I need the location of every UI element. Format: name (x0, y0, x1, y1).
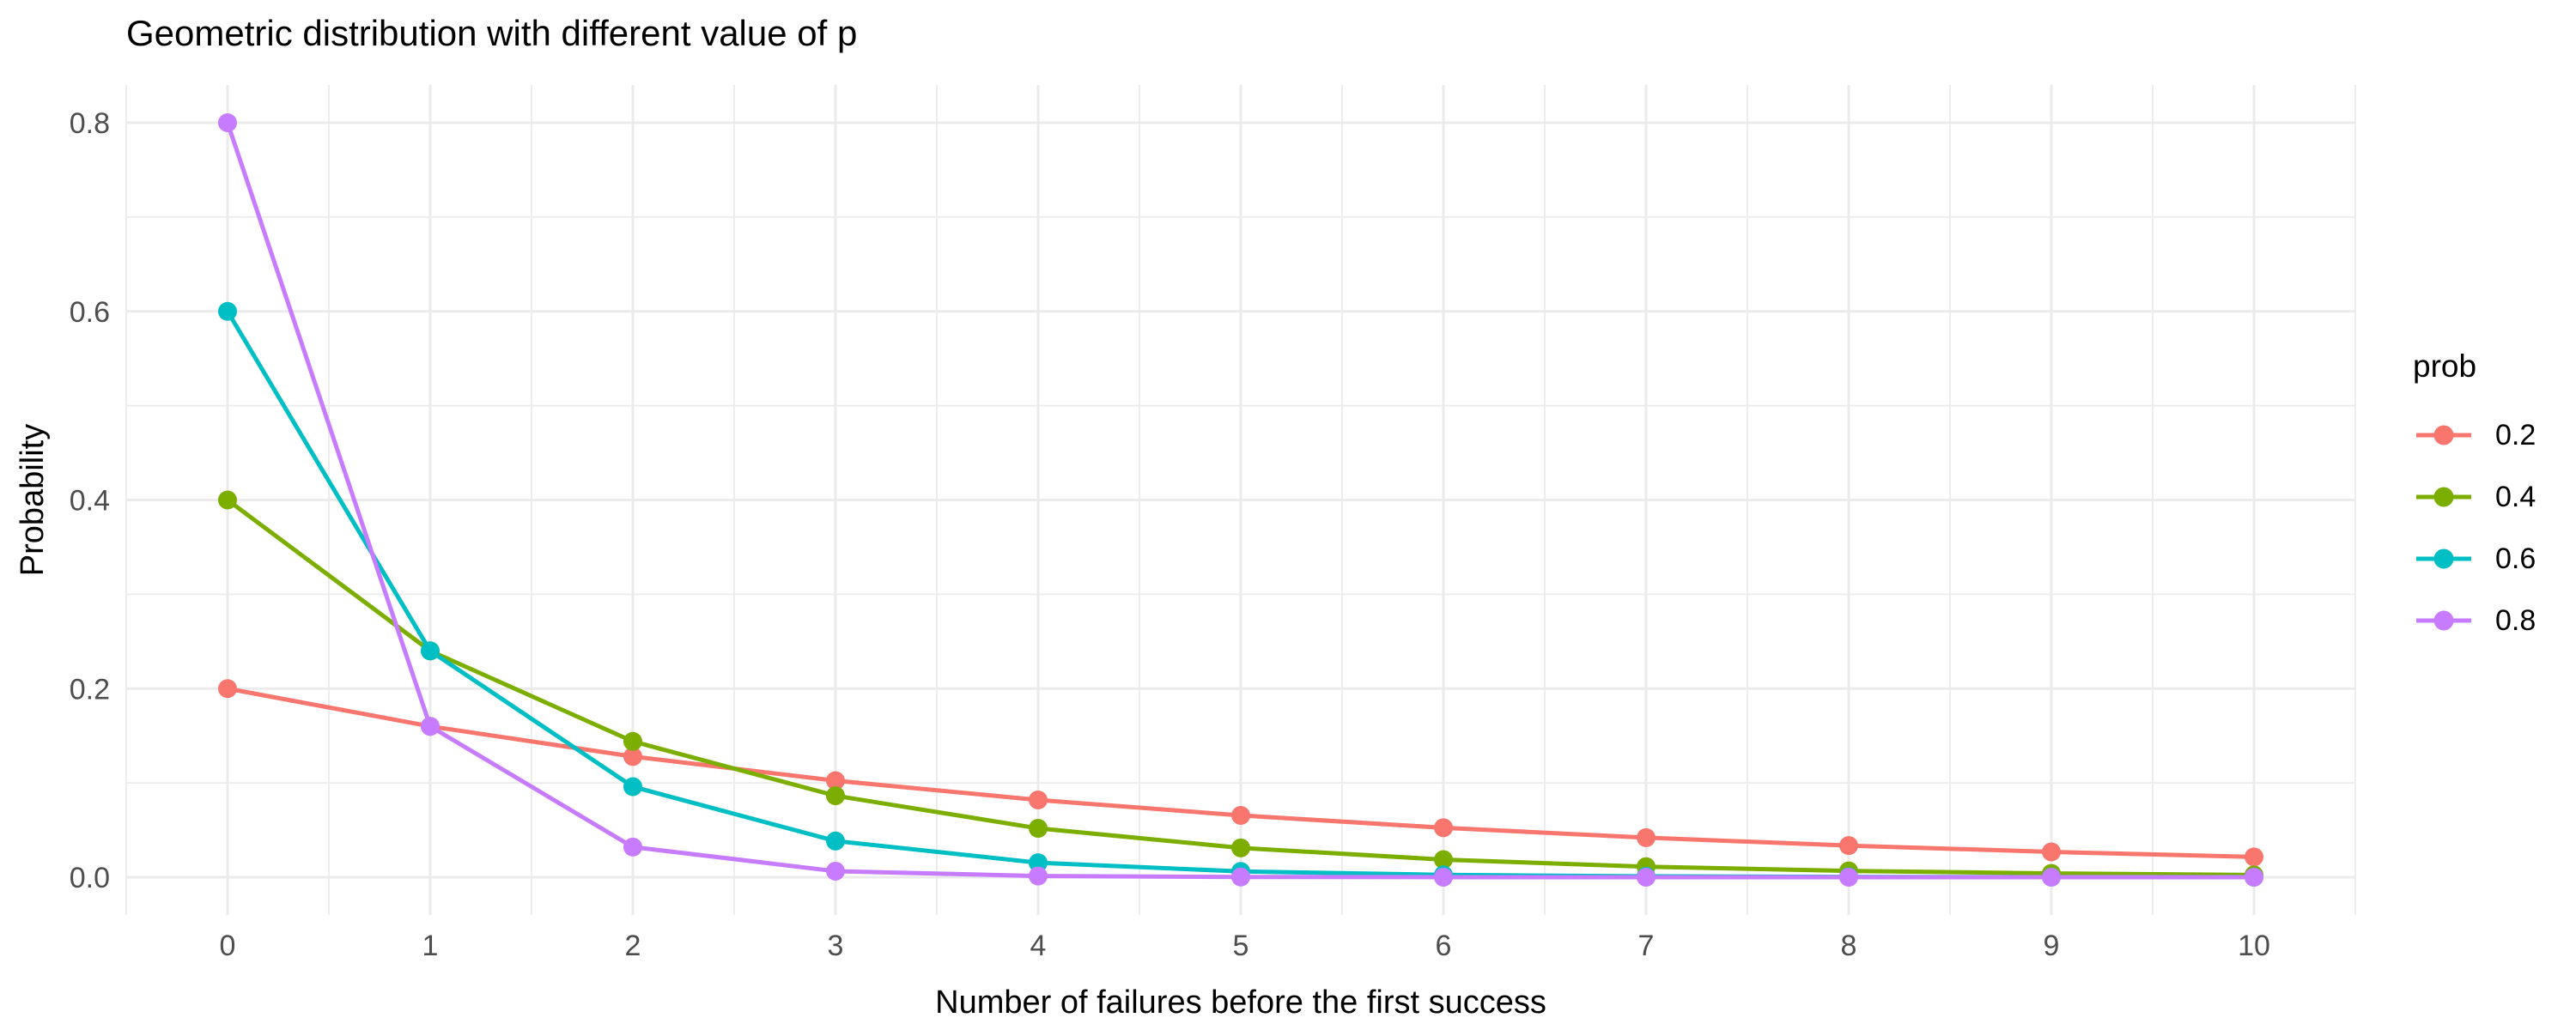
legend-entry: 0.4 (2413, 466, 2536, 528)
data-point-0.2 (1231, 805, 1250, 825)
x-tick-label: 4 (1030, 930, 1047, 962)
legend-key-icon (2416, 548, 2471, 569)
data-point-0.6 (623, 777, 642, 797)
y-tick-label: 0.0 (70, 862, 110, 894)
legend: prob 0.2 0.4 0.6 (2413, 349, 2536, 651)
data-point-0.8 (218, 113, 237, 132)
x-tick-label: 2 (625, 930, 641, 962)
legend-key-icon (2416, 610, 2471, 631)
data-point-0.6 (1029, 853, 1048, 873)
chart-title: Geometric distribution with different va… (126, 13, 858, 53)
legend-title: prob (2413, 348, 2477, 384)
data-point-0.2 (1839, 836, 1858, 856)
x-tick-label: 1 (422, 930, 439, 962)
data-point-0.2 (218, 679, 237, 699)
x-tick-label: 9 (2044, 930, 2060, 962)
y-tick-label: 0.4 (70, 485, 110, 518)
legend-entries: 0.2 0.4 0.6 0. (2413, 404, 2536, 651)
x-tick-label: 10 (2238, 930, 2270, 962)
data-point-0.4 (826, 786, 845, 806)
data-point-0.2 (1029, 790, 1048, 809)
data-point-0.4 (218, 490, 237, 510)
y-axis-title: Probability (15, 424, 51, 576)
data-point-0.2 (2245, 847, 2263, 867)
data-point-0.8 (421, 717, 440, 736)
x-tick-label: 7 (1638, 930, 1655, 962)
data-point-0.8 (1231, 867, 1250, 887)
data-point-0.4 (1029, 819, 1048, 839)
data-point-0.4 (623, 731, 642, 751)
data-point-0.8 (1839, 867, 1858, 887)
data-point-0.4 (1434, 850, 1453, 869)
data-point-0.2 (1434, 818, 1453, 838)
x-axis-title: Number of failures before the first succ… (935, 985, 1546, 1021)
legend-key-icon (2416, 487, 2471, 507)
x-tick-label: 0 (220, 930, 236, 962)
data-point-0.6 (218, 301, 237, 321)
x-tick-label: 3 (828, 930, 844, 962)
data-point-0.8 (1029, 866, 1048, 886)
x-tick-label: 5 (1233, 930, 1249, 962)
legend-key-icon (2416, 425, 2471, 445)
y-tick-label: 0.6 (70, 296, 110, 329)
legend-label: 0.8 (2495, 603, 2537, 637)
data-point-0.6 (421, 641, 440, 661)
data-point-0.8 (2245, 867, 2263, 887)
data-point-0.6 (826, 831, 845, 851)
legend-label: 0.4 (2495, 480, 2537, 513)
x-tick-label: 8 (1841, 930, 1857, 962)
y-tick-label: 0.8 (70, 107, 110, 140)
data-point-0.8 (1434, 867, 1453, 887)
data-point-0.2 (623, 747, 642, 766)
y-tick-label: 0.2 (70, 673, 110, 706)
legend-entry: 0.6 (2413, 528, 2536, 590)
data-point-0.8 (826, 861, 845, 881)
legend-entry: 0.2 (2413, 404, 2536, 466)
data-point-0.8 (1637, 867, 1656, 887)
data-point-0.4 (1231, 838, 1250, 857)
legend-entry: 0.8 (2413, 590, 2536, 651)
data-point-0.2 (826, 771, 845, 791)
x-tick-label: 6 (1436, 930, 1452, 962)
data-point-0.2 (2042, 842, 2061, 862)
data-point-0.2 (1637, 827, 1656, 847)
data-point-0.8 (623, 837, 642, 857)
data-point-0.8 (2042, 867, 2061, 887)
legend-label: 0.2 (2495, 418, 2537, 451)
legend-label: 0.6 (2495, 542, 2537, 575)
